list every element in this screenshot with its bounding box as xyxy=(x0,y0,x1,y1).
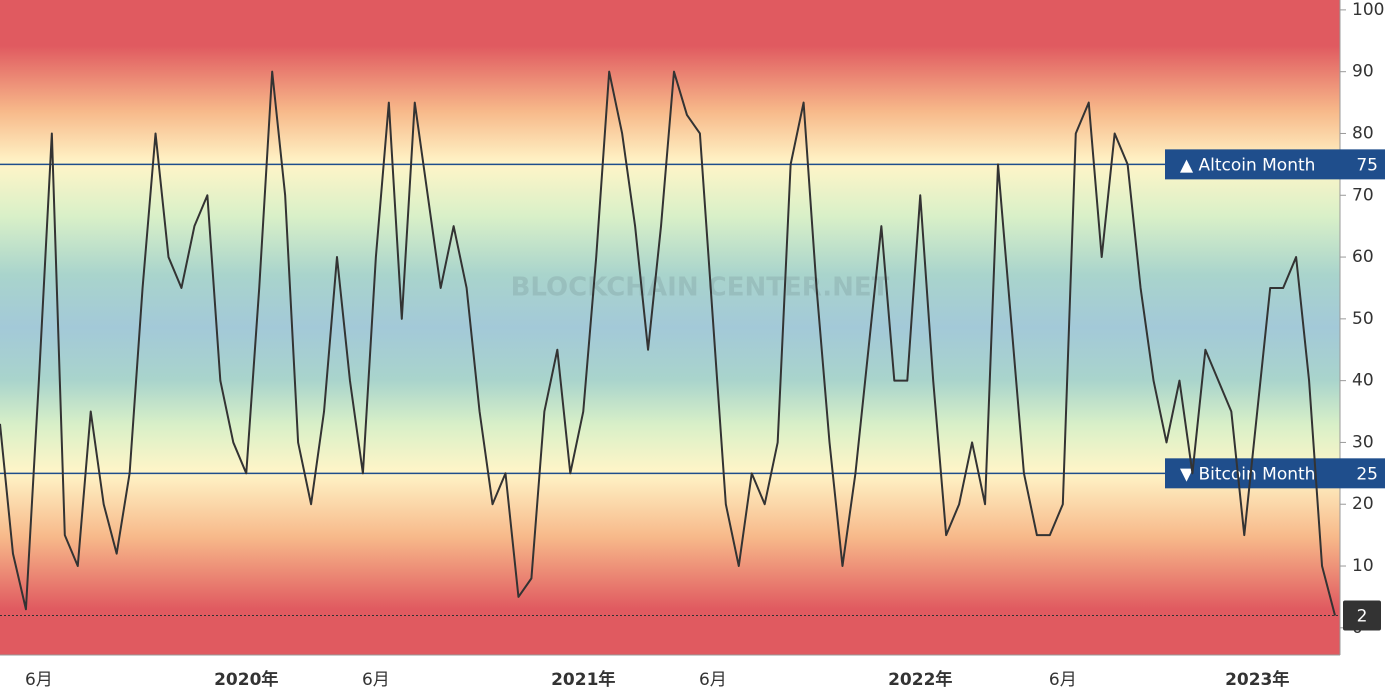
reference-value: 25 xyxy=(1356,464,1378,484)
y-tick-label: 90 xyxy=(1352,62,1374,82)
y-tick-label: 60 xyxy=(1352,247,1374,267)
plot-background xyxy=(0,0,1340,655)
y-tick-label: 30 xyxy=(1352,432,1374,452)
y-tick-label: 50 xyxy=(1352,309,1374,329)
x-tick-label: 6月 xyxy=(699,670,727,690)
x-tick-label: 6月 xyxy=(25,670,53,690)
y-tick-label: 70 xyxy=(1352,185,1374,205)
reference-label: ▲ Altcoin Month xyxy=(1180,155,1315,175)
line xyxy=(0,70,1336,616)
reference-value: 75 xyxy=(1356,155,1378,175)
reference-badge xyxy=(1165,458,1385,489)
x-tick-label: 6月 xyxy=(362,670,390,690)
x-tick-label: 2022年 xyxy=(888,669,952,690)
last-value-badge xyxy=(1343,600,1381,631)
y-tick-label: 100 xyxy=(1352,0,1384,20)
reference-label: ▼ Bitcoin Month xyxy=(1180,464,1315,484)
x-tick-label: 6月 xyxy=(1049,670,1077,690)
x-tick-label: 2021年 xyxy=(551,669,615,690)
last-value-label: 2 xyxy=(1357,606,1368,626)
x-tick-label: 2023年 xyxy=(1225,669,1289,690)
y-tick-label: 40 xyxy=(1352,371,1374,391)
reference-badge xyxy=(1165,149,1385,180)
y-tick-label: 10 xyxy=(1352,556,1374,576)
y-tick-label: 80 xyxy=(1352,123,1374,143)
axis-background xyxy=(1340,0,1400,655)
y-tick-label: 20 xyxy=(1352,494,1374,514)
watermark: BLOCKCHAIN CENTER.NET xyxy=(511,273,890,303)
x-tick-label: 2020年 xyxy=(214,669,278,690)
